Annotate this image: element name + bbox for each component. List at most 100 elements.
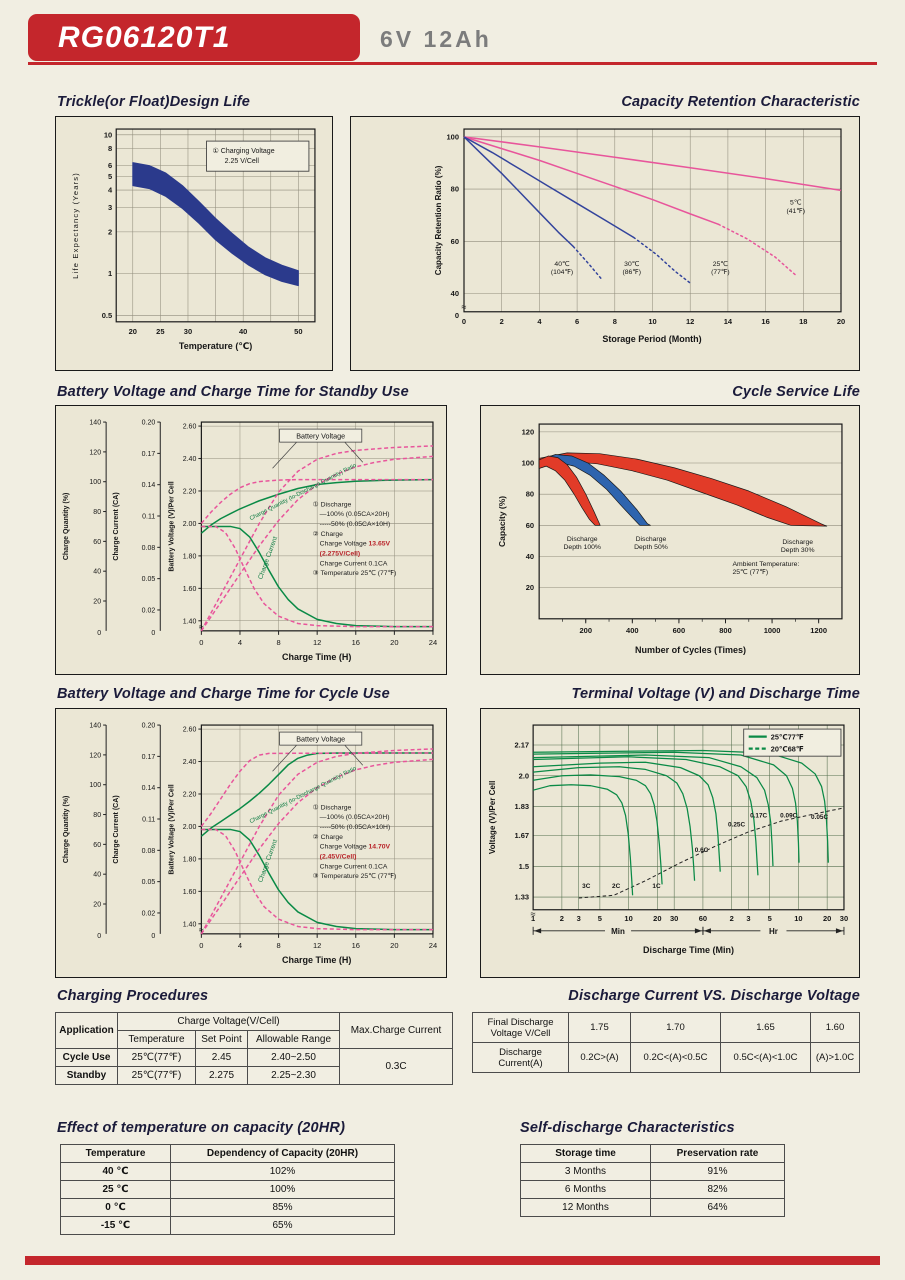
svg-text:① Discharge: ① Discharge	[313, 501, 352, 508]
svg-text:② Charge: ② Charge	[313, 834, 344, 841]
table-cell: 65%	[170, 1216, 395, 1235]
svg-text:30: 30	[184, 327, 192, 336]
svg-text:6: 6	[575, 317, 579, 326]
svg-text:0.25C: 0.25C	[728, 821, 745, 828]
svg-text:Capacity Retention Ratio (%): Capacity Retention Ratio (%)	[434, 165, 443, 275]
svg-text:16: 16	[352, 638, 360, 647]
table-header-cell: Allowable Range	[247, 1030, 340, 1049]
svg-text:Discharge Time (Min): Discharge Time (Min)	[643, 945, 734, 955]
svg-text:0.08: 0.08	[142, 545, 156, 552]
table-cell: 12 Months	[520, 1198, 651, 1217]
svg-text:4: 4	[238, 638, 242, 647]
svg-text:1: 1	[108, 269, 112, 278]
svg-text:2.25 V/Cell: 2.25 V/Cell	[225, 158, 260, 165]
svg-text:0: 0	[199, 638, 203, 647]
table-cell: 25℃(77℉)	[117, 1048, 196, 1067]
svg-text:25℃77℉: 25℃77℉	[771, 733, 804, 742]
svg-text:-----50% (0.05CA×10H): -----50% (0.05CA×10H)	[320, 521, 391, 528]
table-cell: 82%	[650, 1180, 785, 1199]
svg-text:120: 120	[89, 449, 101, 456]
svg-text:2.20: 2.20	[183, 488, 197, 495]
svg-text:40: 40	[93, 569, 101, 576]
svg-text:Battery Voltage (V)/Per Cell: Battery Voltage (V)/Per Cell	[168, 481, 175, 571]
svg-text:2: 2	[560, 914, 564, 923]
svg-text:③ Temperature 25℃ (77℉): ③ Temperature 25℃ (77℉)	[313, 872, 397, 880]
svg-text:0.5: 0.5	[102, 311, 112, 320]
svg-text:0.20: 0.20	[142, 420, 156, 427]
table-header-cell: Charge Voltage(V/Cell)	[117, 1012, 340, 1031]
svg-text:12: 12	[313, 941, 321, 950]
table-header-cell: Temperature	[117, 1030, 196, 1049]
section-title-charging-procedures: Charging Procedures	[57, 988, 209, 1004]
svg-text:30℃: 30℃	[624, 261, 640, 268]
svg-text:0.11: 0.11	[142, 514, 155, 521]
svg-text:12: 12	[313, 638, 321, 647]
svg-text:10: 10	[104, 130, 112, 139]
svg-text:Charge Current (CA): Charge Current (CA)	[113, 492, 120, 560]
terminal-voltage-plot: 1 2 3 5 10 20 30 60 2 3 5 10 20 30 1.33 1.5 1.67 1.83 2.0 2…	[488, 724, 848, 955]
svg-text:Battery Voltage: Battery Voltage	[296, 432, 345, 441]
terminal-voltage-chart: 1 2 3 5 10 20 30 60 2 3 5 10 20 30 1.33 1.5 1.67 1.83 2.0 2…	[488, 724, 848, 955]
section-title-self-discharge: Self-discharge Characteristics	[520, 1120, 735, 1136]
table-cell: 0.2C<(A)<0.5C	[630, 1042, 721, 1073]
table-cell: 102%	[170, 1162, 395, 1181]
design-life-chart: 0.5 1 2 3 4 5 6 8 10 20 25 30 40 50 Temperature (℃) Lif…	[71, 128, 316, 351]
svg-text:1.40: 1.40	[183, 618, 197, 625]
svg-text:20: 20	[390, 638, 398, 647]
svg-text:1.60: 1.60	[183, 889, 197, 896]
svg-text:Battery Voltage (V)/Per Cell: Battery Voltage (V)/Per Cell	[168, 784, 175, 874]
svg-text:0.11: 0.11	[142, 817, 155, 824]
svg-text:2.17: 2.17	[514, 740, 529, 749]
design-life-plot: 0.5 1 2 3 4 5 6 8 10 20 25 30 40 50 Temperature (℃) Lif…	[71, 128, 316, 351]
svg-text:0: 0	[151, 630, 155, 637]
svg-text:12: 12	[686, 317, 694, 326]
table-cell: 0.3C	[339, 1048, 453, 1085]
svg-text:0.02: 0.02	[142, 607, 156, 614]
svg-text:2.60: 2.60	[183, 727, 197, 734]
svg-text:0.05C: 0.05C	[811, 814, 828, 821]
svg-text:Depth 50%: Depth 50%	[634, 544, 668, 551]
svg-text:120: 120	[522, 427, 535, 436]
svg-text:Charge Current: Charge Current	[257, 536, 279, 581]
svg-text:Charge Voltage 13.65V: Charge Voltage 13.65V	[320, 541, 391, 548]
svg-text:80: 80	[93, 509, 101, 516]
svg-text:20: 20	[93, 599, 101, 606]
svg-text:1200: 1200	[810, 626, 827, 635]
svg-text:0: 0	[462, 317, 466, 326]
svg-text:4: 4	[108, 186, 113, 195]
svg-text:400: 400	[626, 626, 639, 635]
table-header-cell: Final Discharge Voltage V/Cell	[472, 1012, 569, 1043]
svg-text:5: 5	[768, 914, 772, 923]
svg-text:(2.275V/Cell): (2.275V/Cell)	[320, 551, 361, 558]
svg-text:140: 140	[89, 420, 101, 427]
svg-text:2: 2	[500, 317, 504, 326]
svg-text:2.20: 2.20	[183, 791, 197, 798]
section-title-cycle-service-life: Cycle Service Life	[732, 384, 860, 400]
table-cell: 2.25~2.30	[247, 1066, 340, 1085]
svg-text:60: 60	[93, 539, 101, 546]
svg-text:1C: 1C	[652, 883, 661, 890]
svg-text:0.6C: 0.6C	[695, 847, 709, 854]
svg-text:60: 60	[699, 914, 707, 923]
svg-text:0: 0	[199, 941, 203, 950]
svg-text:3: 3	[746, 914, 750, 923]
svg-text:0.17: 0.17	[142, 451, 156, 458]
table-cell: Standby	[55, 1066, 118, 1085]
svg-text:60: 60	[526, 521, 534, 530]
svg-text:1.5: 1.5	[519, 862, 529, 871]
svg-text:0.14: 0.14	[142, 785, 156, 792]
capacity-retention-panel: 0 2 4 6 8 10 12 14 16 18 20 40 60 80 100 0 ≈ Storage Peri…	[350, 116, 860, 371]
svg-text:80: 80	[451, 185, 459, 194]
svg-text:1.80: 1.80	[183, 553, 197, 560]
svg-text:Discharge: Discharge	[636, 536, 667, 543]
terminal-voltage-panel: 1 2 3 5 10 20 30 60 2 3 5 10 20 30 1.33 1.5 1.67 1.83 2.0 2…	[480, 708, 860, 978]
svg-text:8: 8	[276, 638, 280, 647]
table-cell: 91%	[650, 1162, 785, 1181]
svg-text:Charge Current: Charge Current	[257, 839, 279, 884]
svg-text:14: 14	[724, 317, 733, 326]
svg-text:600: 600	[673, 626, 686, 635]
svg-text:2: 2	[108, 227, 112, 236]
